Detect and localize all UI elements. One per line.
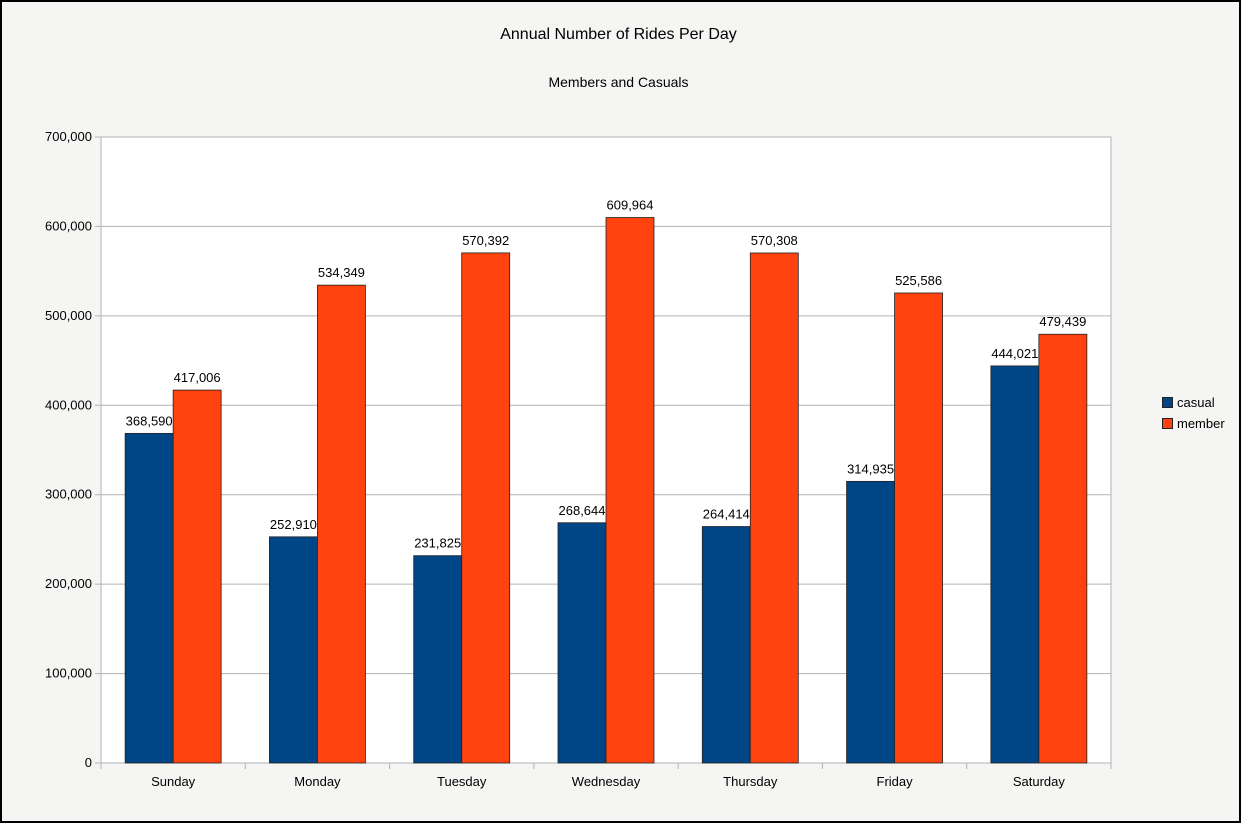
y-tick-label: 700,000	[45, 129, 92, 144]
y-tick-label: 500,000	[45, 308, 92, 323]
x-tick-label: Thursday	[723, 774, 778, 789]
legend-label-member: member	[1177, 416, 1225, 431]
legend-item-member: member	[1162, 413, 1225, 434]
data-label-casual: 314,935	[847, 461, 894, 476]
bar-casual	[990, 365, 1040, 764]
bar-member	[1038, 333, 1088, 764]
x-tick-label: Friday	[877, 774, 914, 789]
bar-casual	[701, 526, 751, 764]
data-label-casual: 252,910	[270, 517, 317, 532]
data-label-casual: 264,414	[703, 507, 750, 522]
chart-subtitle: Members and Casuals	[548, 74, 689, 90]
legend: casual member	[1162, 392, 1225, 434]
bar-member	[461, 252, 511, 764]
bar-casual	[557, 522, 607, 764]
bar-casual	[846, 480, 895, 764]
y-tick-label: 400,000	[45, 397, 92, 412]
legend-swatch-casual	[1162, 397, 1173, 408]
x-tick-label: Sunday	[151, 774, 196, 789]
bar-casual	[269, 536, 318, 764]
data-label-member: 570,308	[751, 233, 798, 248]
data-label-casual: 268,644	[559, 503, 606, 518]
legend-item-casual: casual	[1162, 392, 1225, 413]
data-label-member: 609,964	[607, 198, 654, 213]
x-tick-label: Tuesday	[437, 774, 487, 789]
data-label-member: 570,392	[462, 233, 509, 248]
bar-member	[605, 217, 655, 764]
legend-label-casual: casual	[1177, 395, 1215, 410]
data-label-member: 534,349	[318, 265, 365, 280]
x-tick-label: Saturday	[1013, 774, 1066, 789]
x-tick-label: Monday	[294, 774, 341, 789]
bar-member	[317, 284, 366, 764]
y-tick-label: 600,000	[45, 218, 92, 233]
bar-member	[894, 292, 943, 764]
y-tick-label: 100,000	[45, 666, 92, 681]
bar-member	[749, 252, 799, 764]
data-label-casual: 368,590	[126, 413, 173, 428]
x-tick-label: Wednesday	[572, 774, 641, 789]
data-label-member: 525,586	[895, 273, 942, 288]
data-label-casual: 444,021	[991, 346, 1038, 361]
bar-casual	[413, 555, 463, 764]
y-tick-label: 200,000	[45, 576, 92, 591]
legend-swatch-member	[1162, 418, 1173, 429]
data-label-member: 417,006	[174, 370, 221, 385]
bar-member	[172, 389, 222, 764]
bar-casual	[124, 432, 174, 764]
y-tick-label: 0	[85, 755, 92, 770]
y-tick-label: 300,000	[45, 487, 92, 502]
data-label-casual: 231,825	[414, 536, 461, 551]
data-label-member: 479,439	[1039, 314, 1086, 329]
chart-title: Annual Number of Rides Per Day	[500, 26, 737, 43]
